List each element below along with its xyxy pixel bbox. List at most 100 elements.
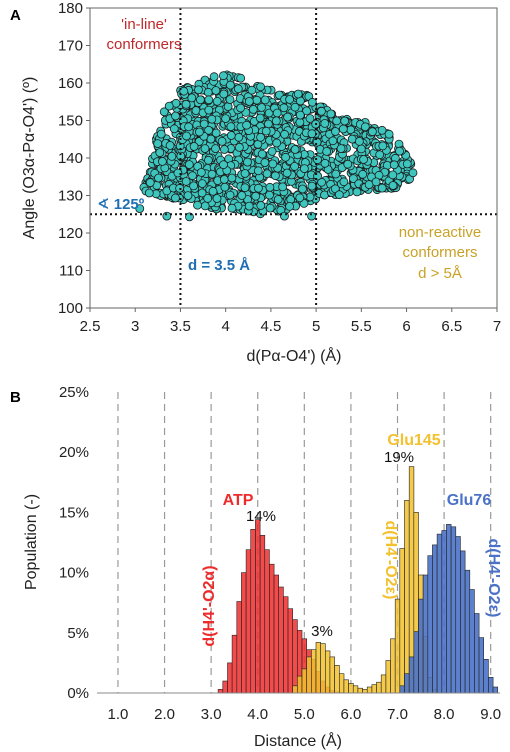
scatter-point [204,125,214,135]
bar-glu145 [306,656,312,694]
scatter-point [389,160,399,170]
bar-atp [231,634,238,694]
scatter-point [359,155,369,164]
scatter-point [343,159,353,169]
bar-glu145 [366,686,373,694]
y-tick-label: 130 [58,188,83,205]
bar-glu76 [450,526,457,694]
series-name-atp: ATP [223,492,254,509]
scatter-point [244,97,254,106]
scatter-point [162,211,172,221]
x-tick-label: 8.0 [434,706,455,723]
scatter-point [340,116,350,126]
x-tick-label: 5 [312,318,320,335]
scatter-point [316,106,326,116]
scatter-point [234,142,244,152]
scatter-point [194,127,204,137]
scatter-point [199,119,209,129]
scatter-point [159,107,169,117]
scatter-point [242,120,252,130]
scatter-point [189,142,199,151]
bar-glu145 [301,668,307,694]
scatter-point [260,95,270,105]
scatter-point [270,171,280,181]
scatter-point [225,80,235,90]
x-tick-label: 2.5 [80,318,101,335]
x-tick-label: 4.5 [260,318,281,335]
scatter-point [322,146,332,156]
scatter-point [280,129,290,139]
x-tick-label: 4.0 [247,706,268,723]
scatter-point [307,211,316,221]
annotation-non-reactive-conformers: conformers [402,244,477,261]
x-tick-label: 7 [493,318,501,335]
scatter-point [290,145,300,154]
scatter-point [402,159,412,169]
x-ticks-a: 2.5 3 3.5 4 4.5 5 5.5 6 6.5 7 [80,308,501,335]
scatter-point [197,188,207,198]
scatter-point [330,127,340,136]
scatter-point [248,105,258,114]
scatter-point [225,190,235,200]
scatter-point [200,201,210,211]
scatter-point [339,177,349,187]
bar-glu145 [380,674,387,694]
scatter-point [347,134,357,144]
scatter-point [313,171,323,181]
scatter-point [285,95,295,104]
scatter-point [356,144,366,154]
y-tick-label: 0% [67,685,89,702]
y-ticks-b: 0% 5% 10% 15% 20% 25% [59,384,89,702]
scatter-point [211,144,220,154]
scatter-point [145,178,155,188]
bar-atp [236,601,242,694]
scatter-point [197,179,207,189]
bar-glu76 [469,589,475,694]
scatter-point [219,160,228,170]
scatter-point [226,131,236,140]
scatter-point [184,122,194,132]
scatter-point [261,126,271,136]
atp-distance-label: d(H4'-O2α) [201,565,218,646]
scatter-point [211,86,221,95]
scatter-point [367,127,377,137]
y-tick-label: 120 [58,225,83,242]
scatter-point [207,169,217,179]
scatter-point [144,188,154,198]
y-tick-label: 10% [59,565,89,582]
annotation-d-gt-5: d > 5Å [418,265,462,282]
scatter-point [260,158,270,168]
scatter-point [320,119,330,128]
x-tick-label: 7.0 [387,706,408,723]
scatter-point [225,95,235,104]
x-tick-label: 6.0 [340,706,361,723]
bar-atp [250,528,256,694]
scatter-point [221,114,231,123]
scatter-point [263,119,273,129]
scatter-point [371,177,381,187]
scatter-point [320,158,330,168]
glu145-second-peak-label: 3% [311,623,333,640]
bar-atp [269,563,275,694]
bar-atp [273,574,279,694]
scatter-point [196,167,206,177]
annotation-d-3-5: d = 3.5 Å [188,257,250,274]
x-tick-label: 5.0 [294,706,315,723]
scatter-point [272,108,282,118]
scatter-point [271,116,281,126]
scatter-point [252,95,262,105]
scatter-point [295,117,305,127]
y-tick-label: 15% [59,504,89,521]
scatter-point [154,173,163,183]
panel-b-label: B [10,389,21,406]
bar-glu76 [399,685,405,694]
scatter-point [272,138,282,148]
scatter-point [360,122,370,132]
scatter-point [328,136,338,146]
scatter-point [164,101,174,111]
bar-atp [245,549,252,694]
bar-glu145 [357,687,363,694]
scatter-point [408,168,418,178]
bar-glu76 [413,631,419,694]
